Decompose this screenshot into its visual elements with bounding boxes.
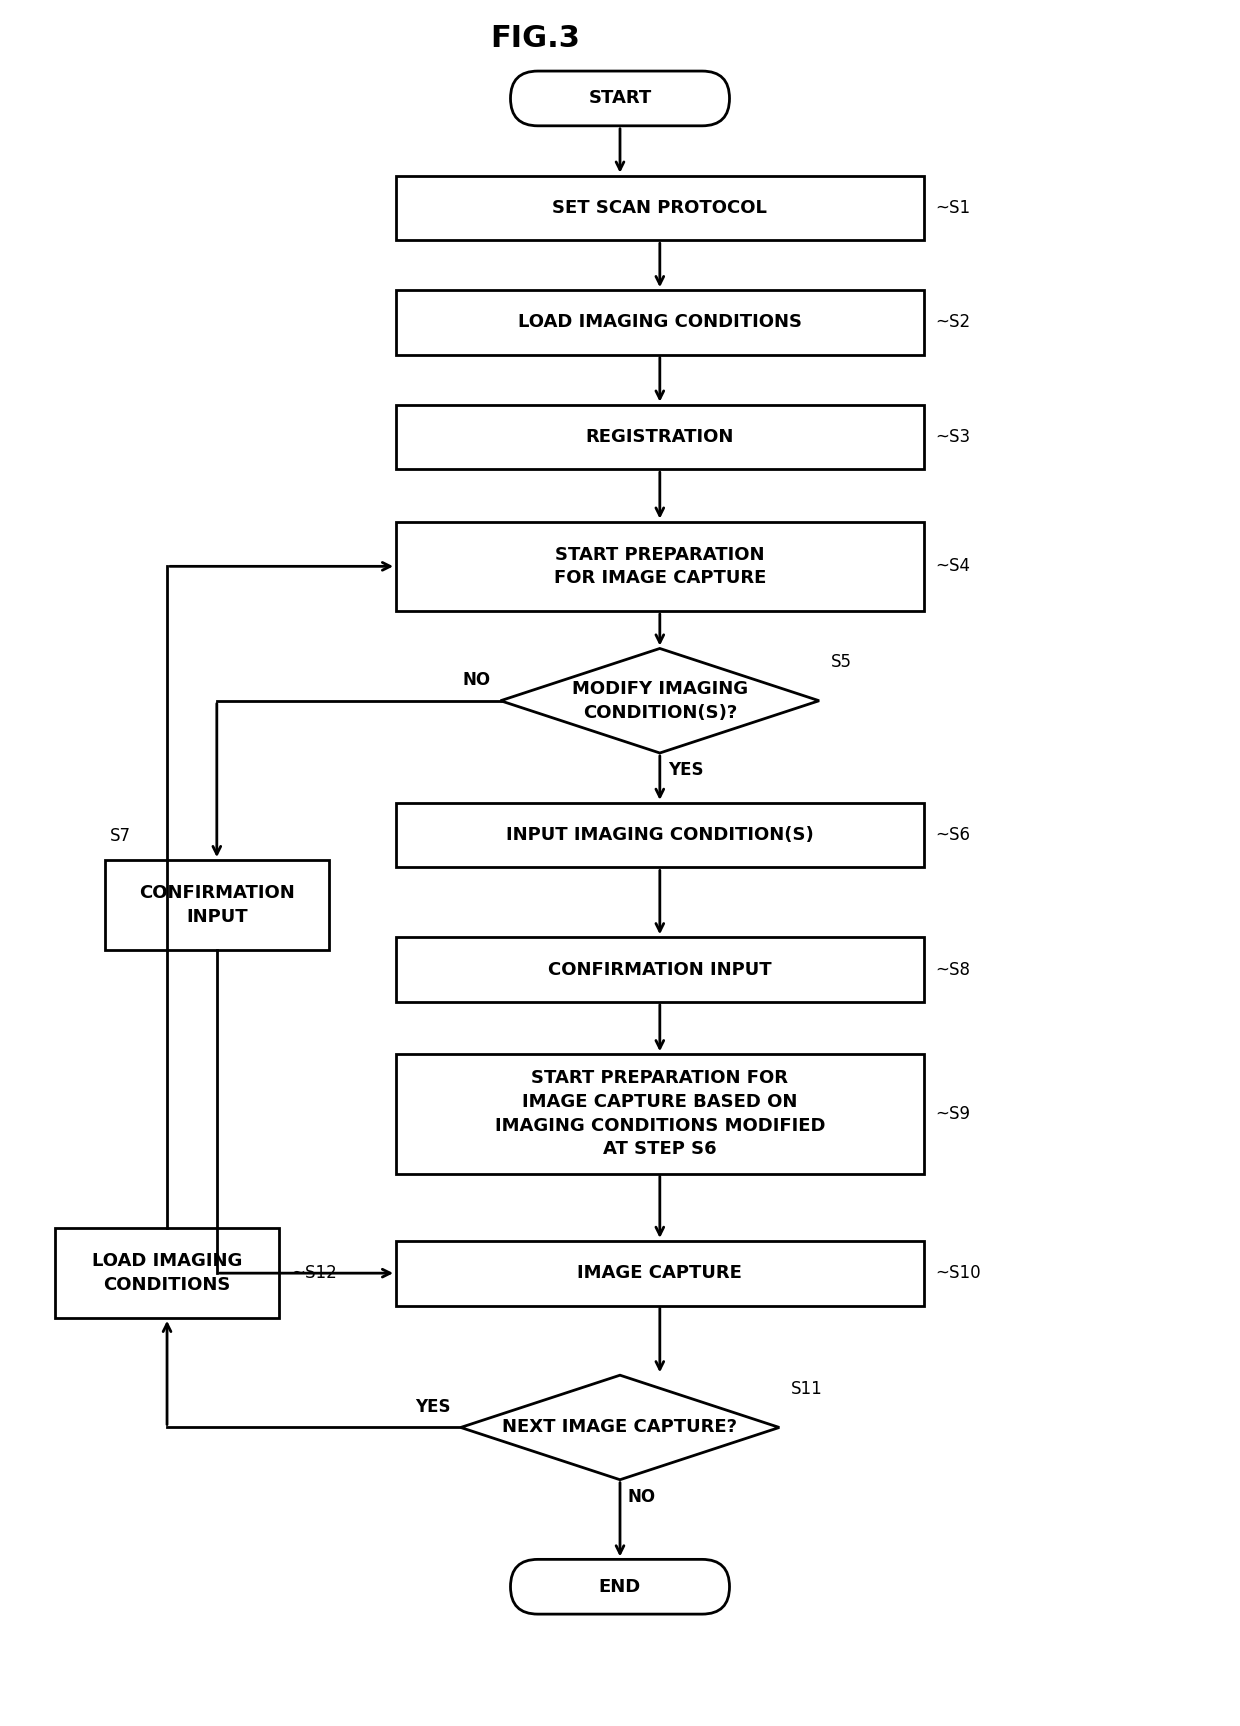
Text: END: END: [599, 1578, 641, 1597]
Text: ~S12: ~S12: [291, 1263, 337, 1282]
Text: ~S2: ~S2: [935, 314, 971, 331]
Text: CONFIRMATION INPUT: CONFIRMATION INPUT: [548, 961, 771, 979]
Text: NO: NO: [627, 1488, 656, 1505]
Text: S7: S7: [110, 827, 130, 846]
Text: ~S10: ~S10: [935, 1263, 981, 1282]
Text: FIG.3: FIG.3: [491, 24, 580, 54]
Bar: [396, 404, 924, 469]
Text: START PREPARATION FOR
IMAGE CAPTURE BASED ON
IMAGING CONDITIONS MODIFIED
AT STEP: START PREPARATION FOR IMAGE CAPTURE BASE…: [495, 1070, 825, 1158]
Bar: [396, 176, 924, 240]
Bar: [105, 860, 329, 949]
Bar: [396, 937, 924, 1001]
Bar: [396, 1241, 924, 1305]
Text: CONFIRMATION
INPUT: CONFIRMATION INPUT: [139, 884, 295, 925]
Text: ~S4: ~S4: [935, 557, 971, 575]
Text: START PREPARATION
FOR IMAGE CAPTURE: START PREPARATION FOR IMAGE CAPTURE: [553, 545, 766, 587]
Text: REGISTRATION: REGISTRATION: [585, 428, 734, 445]
Text: NO: NO: [463, 671, 491, 689]
Text: ~S9: ~S9: [935, 1105, 971, 1124]
Text: S11: S11: [791, 1381, 823, 1398]
Text: ~S8: ~S8: [935, 961, 971, 979]
Text: YES: YES: [668, 761, 703, 778]
Text: NEXT IMAGE CAPTURE?: NEXT IMAGE CAPTURE?: [502, 1419, 738, 1436]
Bar: [396, 521, 924, 611]
Bar: [396, 1055, 924, 1174]
Text: LOAD IMAGING CONDITIONS: LOAD IMAGING CONDITIONS: [518, 314, 802, 331]
FancyBboxPatch shape: [511, 71, 729, 126]
Text: START: START: [588, 90, 652, 107]
Bar: [55, 1229, 279, 1319]
Polygon shape: [501, 649, 820, 753]
FancyBboxPatch shape: [511, 1559, 729, 1614]
Text: LOAD IMAGING
CONDITIONS: LOAD IMAGING CONDITIONS: [92, 1253, 242, 1294]
Text: ~S6: ~S6: [935, 827, 971, 844]
Bar: [396, 290, 924, 356]
Text: ~S1: ~S1: [935, 198, 971, 217]
Text: SET SCAN PROTOCOL: SET SCAN PROTOCOL: [552, 198, 768, 217]
Bar: [396, 803, 924, 868]
Text: MODIFY IMAGING
CONDITION(S)?: MODIFY IMAGING CONDITION(S)?: [572, 680, 748, 721]
Text: ~S3: ~S3: [935, 428, 971, 445]
Text: S5: S5: [831, 654, 852, 671]
Text: IMAGE CAPTURE: IMAGE CAPTURE: [578, 1263, 743, 1282]
Polygon shape: [461, 1376, 779, 1479]
Text: INPUT IMAGING CONDITION(S): INPUT IMAGING CONDITION(S): [506, 827, 813, 844]
Text: YES: YES: [415, 1398, 451, 1415]
